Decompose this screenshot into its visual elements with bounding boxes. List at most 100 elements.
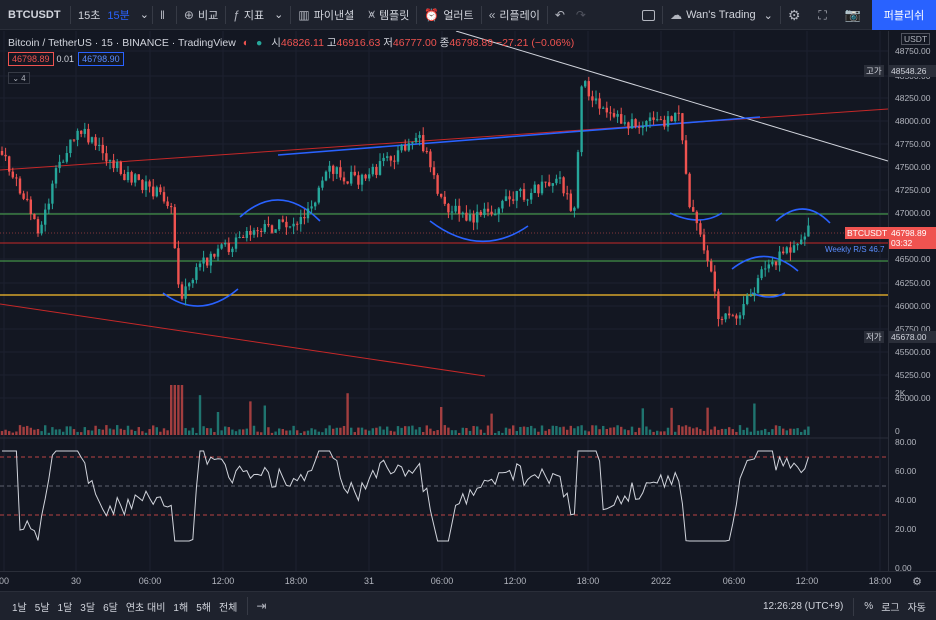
candle-body	[713, 271, 716, 292]
volume-bar	[317, 431, 320, 435]
auto-toggle[interactable]: 자동	[907, 603, 926, 614]
indicators-button[interactable]: ƒ 지표 ⌄	[233, 7, 284, 22]
volume-bar	[285, 430, 288, 435]
volume-bar	[152, 425, 155, 435]
candle-body	[677, 112, 680, 114]
snapshot-button[interactable]: 📷	[838, 0, 872, 30]
redo-button[interactable]: ↷	[576, 0, 597, 30]
goto-date-icon[interactable]: ⇥	[256, 599, 267, 613]
expand-icon: ⛶	[818, 7, 827, 22]
range-button[interactable]: 3달	[80, 602, 96, 614]
candle-body	[267, 224, 270, 226]
range-button[interactable]: 5해	[196, 602, 211, 614]
arc-drawing-7[interactable]	[775, 208, 831, 224]
time-tick-label: 06:00	[722, 576, 746, 586]
candle-body	[785, 247, 788, 254]
undo-button[interactable]: ↶	[548, 0, 576, 30]
candle-body	[512, 199, 515, 201]
replay-button[interactable]: «리플레이	[488, 7, 540, 22]
range-button[interactable]: 1달	[57, 602, 73, 614]
trendline-white[interactable]	[455, 31, 888, 162]
range-button[interactable]: 5날	[34, 602, 50, 614]
volume-bar	[692, 428, 695, 435]
volume-bar	[548, 429, 551, 435]
range-button[interactable]: 전체	[218, 602, 238, 614]
candle-body	[573, 207, 576, 211]
candle-body	[587, 81, 590, 97]
candle-body	[537, 184, 540, 194]
clock[interactable]: 12:26:28 (UTC+9)	[762, 601, 844, 612]
alert-button[interactable]: ⏰ 얼러트	[424, 7, 474, 22]
candle-body	[789, 247, 792, 253]
fullscreen-toggle[interactable]: ⛶	[811, 0, 837, 30]
volume-bar	[738, 425, 742, 435]
volume-bar	[227, 427, 230, 435]
compare-button[interactable]: ⊕ 비교	[183, 7, 219, 22]
candle-body	[94, 137, 97, 146]
time-axis[interactable]: ⚙ 00 30 06:00 12:00 18:00 31 06:00 12:00 18:00 20…	[0, 571, 936, 591]
weekly-rs-label: Weekly R/S 46.7	[825, 245, 885, 254]
arc-drawing-1[interactable]	[162, 288, 239, 307]
camera-icon: 📷	[844, 7, 861, 22]
volume-bar	[461, 427, 464, 435]
volume-bar	[342, 426, 346, 435]
candle-body	[342, 177, 346, 182]
chart-type-button[interactable]: ǁ	[153, 0, 176, 30]
volume-bar	[519, 426, 522, 435]
toolbar-right: ☁ Wan's Trading ⌄ ⚙ ⛶ 📷	[635, 0, 872, 30]
candle-body	[576, 152, 580, 208]
settings-button[interactable]: ⚙	[781, 0, 812, 30]
interval-15s[interactable]: 15초	[78, 9, 101, 22]
candle-body	[418, 135, 421, 138]
chart-drawings[interactable]	[0, 31, 888, 377]
range-button[interactable]: 연초 대비	[125, 602, 166, 614]
candle-body	[558, 177, 562, 179]
interval-15m[interactable]: 15분	[107, 9, 130, 22]
candle-body	[324, 171, 328, 181]
rsi-line	[2, 450, 809, 542]
candle-body	[648, 117, 652, 122]
candle-body	[699, 223, 702, 235]
log-toggle[interactable]: 로그	[881, 603, 900, 614]
gear-icon: ⚙	[787, 6, 801, 23]
templates-button[interactable]: ⩙ 템플릿	[368, 7, 410, 22]
financials-button[interactable]: ▥ 파이낸셜	[298, 7, 355, 22]
price-axis[interactable]: USDT 48750.0048500.0048250.0048000.00477…	[888, 31, 936, 573]
trendline-red-lower[interactable]	[0, 303, 486, 377]
trendline-blue[interactable]	[277, 116, 761, 156]
buy-pill[interactable]: 46798.90	[78, 52, 124, 66]
visibility-eye-icon[interactable]: ◐	[242, 37, 250, 49]
price-tick-label: 46500.00	[895, 254, 931, 264]
candle-body	[137, 174, 140, 180]
fullscreen-button[interactable]	[635, 0, 662, 30]
volume-bar	[504, 427, 508, 435]
volume-bar	[101, 429, 104, 435]
volume-bar	[332, 428, 335, 435]
candle-body	[450, 211, 454, 213]
symbol-title[interactable]: Bitcoin / TetherUS · 15 · BINANCE · Trad…	[8, 37, 236, 49]
range-button[interactable]: 1해	[173, 602, 189, 614]
volume-bar	[353, 432, 356, 435]
symbol-search[interactable]: BTCUSDT	[8, 8, 61, 21]
volume-bar	[375, 427, 378, 435]
volume-bar	[155, 427, 158, 435]
range-button[interactable]: 6달	[103, 602, 118, 614]
layout-menu[interactable]: ☁ Wan's Trading ⌄	[670, 8, 773, 22]
percent-toggle[interactable]: %	[864, 601, 874, 612]
candle-body	[288, 226, 292, 228]
volume-bar	[774, 425, 778, 435]
price-chart[interactable]	[0, 31, 888, 571]
arc-drawing-3[interactable]	[429, 220, 529, 243]
volume-bar	[465, 427, 468, 435]
candle-body	[656, 119, 659, 121]
indicator-collapse-button[interactable]: ⌄ 4	[8, 72, 30, 84]
price-tick-label: 45000.00	[895, 393, 931, 403]
arc-drawing-5[interactable]	[731, 255, 799, 272]
axis-settings-icon[interactable]: ⚙	[912, 576, 922, 588]
interval-dropdown[interactable]: ⌄	[137, 0, 152, 30]
sell-pill[interactable]: 46798.89	[8, 52, 54, 66]
publish-button[interactable]: 퍼블리쉬	[872, 0, 936, 30]
candle-body	[224, 242, 227, 245]
volume-bar	[148, 429, 151, 435]
range-button[interactable]: 1날	[12, 602, 27, 614]
